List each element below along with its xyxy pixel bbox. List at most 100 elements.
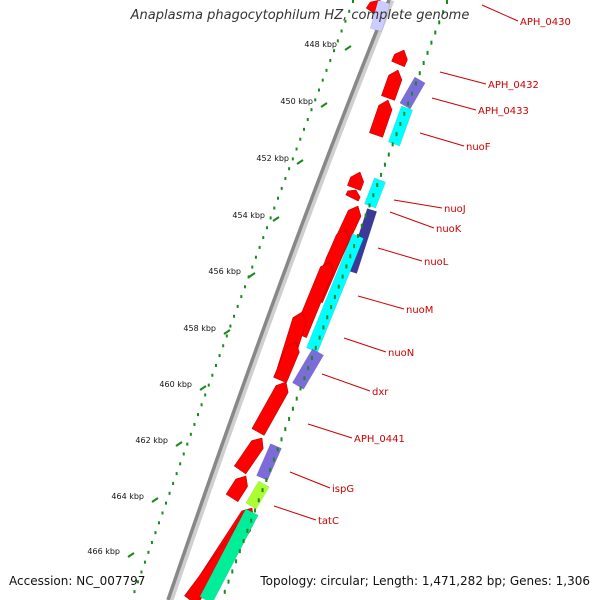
ring-dot (251, 265, 254, 269)
ring-dot (133, 590, 136, 594)
ring-dot (229, 324, 232, 328)
ring-dot (325, 68, 328, 72)
cog-dot (387, 152, 390, 157)
cog-dot (246, 528, 249, 533)
ring-dot (273, 206, 276, 210)
ring-dot (197, 413, 200, 417)
ring-dot (218, 354, 221, 358)
cog-dot (376, 183, 379, 188)
gene-label-nuon: nuoN (388, 348, 414, 359)
gene-label-ispg: ispG (332, 484, 354, 495)
cog-dot (265, 477, 268, 482)
cog-dot (261, 488, 264, 493)
cog-dot (368, 203, 371, 208)
kbp-tick-mark (175, 441, 183, 447)
cds-arrow (369, 99, 393, 138)
cog-dot (291, 406, 294, 411)
cog-dot (280, 437, 283, 442)
gene-label-nuoj: nuoJ (444, 204, 466, 215)
gene-label-aph_0433: APH_0433 (478, 106, 529, 117)
gene-label-line (389, 211, 435, 229)
ring-dot (314, 98, 317, 102)
ring-dot (340, 29, 343, 33)
cog-block (245, 480, 270, 510)
ring-dot (303, 127, 306, 131)
backbone (166, 0, 391, 600)
ring-dot (243, 285, 246, 289)
ring-dot (352, 0, 354, 3)
cog-dot (446, 0, 448, 4)
ring-dot (207, 383, 210, 387)
ring-dot (161, 511, 164, 515)
gene-label-nuom: nuoM (406, 305, 433, 316)
cog-dot (284, 427, 287, 432)
ring-dot (277, 196, 280, 200)
cog-dot (407, 101, 410, 106)
cog-dot (356, 233, 359, 238)
gene-label-line (431, 97, 477, 111)
ring-dot (321, 78, 324, 82)
ring-dot (175, 472, 178, 476)
cog-dot (231, 569, 234, 574)
gene-labels: APH_0430 APH_0432 APH_0433 nuoF nuoJ nuoK nuoL… (273, 4, 571, 527)
cog-dot (269, 467, 272, 472)
cog-dot (442, 10, 445, 15)
ring-dot (254, 255, 257, 259)
ring-dot (295, 147, 298, 151)
cog-dot (235, 559, 238, 564)
kbp-tick-label: 448 kbp (304, 40, 337, 49)
cog-dot (253, 508, 256, 513)
cog-dot (395, 132, 398, 137)
cog-dot (276, 447, 279, 452)
ring-dot (233, 314, 236, 318)
cog-dot (337, 284, 340, 289)
ring-dot (269, 216, 272, 220)
ring-dot (280, 186, 283, 190)
cog-block (199, 508, 259, 600)
gene-label-nuof: nuoF (466, 142, 491, 153)
cog-ring-dots (223, 0, 448, 594)
cds-arrow (233, 437, 264, 475)
cog-dot (372, 193, 375, 198)
ring-dot (348, 9, 351, 13)
kbp-tick-label: 462 kbp (135, 436, 168, 445)
ring-dot (172, 481, 175, 485)
accession-text: Accession: NC_007797 (9, 574, 146, 588)
ring-dot (329, 59, 332, 63)
cog-dot (360, 223, 363, 228)
tick-dotted-ring (133, 0, 354, 594)
cds-arrow (225, 475, 248, 503)
cog-dot (227, 579, 230, 584)
cog-dot (307, 366, 310, 371)
ring-dot (262, 236, 265, 240)
gene-label-nuok: nuoK (436, 224, 462, 235)
cog-dot (326, 315, 329, 320)
cog-dot (314, 345, 317, 350)
ring-dot (200, 403, 203, 407)
cog-dot (250, 518, 253, 523)
cog-dot (333, 294, 336, 299)
cog-dot (391, 142, 394, 147)
cog-dot (345, 264, 348, 269)
ring-dot (222, 344, 225, 348)
cog-dot (414, 81, 417, 86)
gene-label-tatc: tatC (318, 516, 339, 527)
cog-dot (434, 30, 437, 35)
kbp-tick-mark (127, 552, 135, 558)
cds-arrow (273, 341, 300, 384)
gene-label-line (321, 373, 371, 392)
cds-arrow (345, 189, 361, 202)
ring-dot (179, 462, 182, 466)
cog-dot (426, 50, 429, 55)
cog-block (364, 177, 386, 209)
cog-dot (380, 172, 383, 177)
ring-dot (182, 452, 185, 456)
ring-dot (236, 304, 239, 308)
ring-dot (136, 580, 139, 584)
cog-dot (403, 111, 406, 116)
ring-dot (288, 167, 291, 171)
kbp-tick-label: 458 kbp (183, 324, 216, 333)
ring-dot (284, 177, 287, 181)
gene-label-aph_0441: APH_0441 (354, 434, 405, 445)
